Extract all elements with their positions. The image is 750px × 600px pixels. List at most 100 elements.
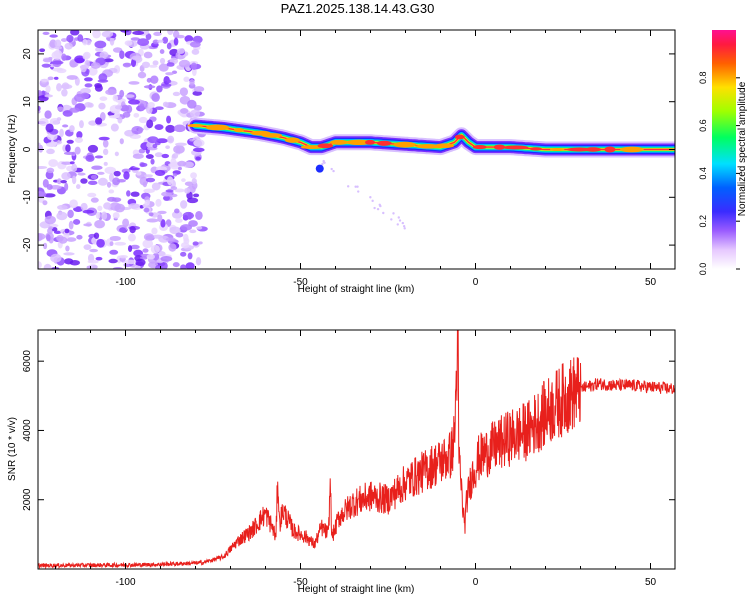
noise-blob xyxy=(136,171,142,176)
noise-blob xyxy=(46,183,53,191)
noise-blob xyxy=(109,36,115,46)
noise-blob xyxy=(126,190,131,197)
noise-blob xyxy=(82,209,95,214)
noise-blob xyxy=(195,257,202,266)
ridge-peak xyxy=(529,147,542,151)
noise-dot xyxy=(403,227,406,230)
noise-blob xyxy=(192,147,205,153)
noise-blob xyxy=(53,230,62,235)
noise-blob xyxy=(172,152,179,159)
noise-blob xyxy=(85,154,95,162)
noise-blob xyxy=(152,60,159,66)
noise-blob xyxy=(165,237,176,242)
noise-blob xyxy=(66,34,74,43)
noise-blob xyxy=(106,181,112,188)
noise-blob xyxy=(190,172,198,179)
noise-blob xyxy=(193,86,205,93)
noise-blob xyxy=(80,202,88,211)
noise-blob xyxy=(42,31,50,36)
noise-dot xyxy=(369,196,372,199)
noise-blob xyxy=(146,218,159,223)
noise-blob xyxy=(172,173,178,177)
noise-blob xyxy=(38,165,48,170)
noise-blob xyxy=(128,99,140,105)
noise-blob xyxy=(69,161,75,165)
noise-blob xyxy=(62,124,69,128)
noise-blob xyxy=(170,186,178,191)
noise-blob xyxy=(98,136,110,141)
noise-blob xyxy=(165,72,174,76)
noise-blob xyxy=(148,64,158,68)
noise-blob xyxy=(160,255,173,262)
noise-dot xyxy=(382,211,385,215)
noise-blob xyxy=(128,203,140,209)
noise-blob xyxy=(108,189,115,194)
noise-blob xyxy=(189,41,201,48)
noise-blob xyxy=(38,261,42,269)
noise-blob xyxy=(96,238,105,248)
noise-blob xyxy=(119,89,125,98)
noise-blob xyxy=(48,159,59,168)
noise-blob xyxy=(122,62,132,68)
noise-blob xyxy=(196,226,203,230)
ridge-peak xyxy=(620,146,644,153)
snr-panel: -100 -50 0 50 2000 4000 6000 Height of straigh… xyxy=(7,329,676,595)
ridge-peak xyxy=(549,147,565,152)
colorbar: 0.0 0.2 0.4 0.6 0.8 Normalized spectral ampl… xyxy=(698,30,748,275)
noise-dot xyxy=(396,223,399,226)
noise-dot xyxy=(356,185,359,188)
noise-blob xyxy=(130,37,140,41)
noise-blob xyxy=(57,204,68,210)
noise-blob xyxy=(114,105,123,110)
noise-blob xyxy=(173,37,179,46)
noise-blob xyxy=(150,158,155,165)
ridge-peak xyxy=(376,140,392,146)
noise-blob xyxy=(165,124,176,133)
noise-blob xyxy=(154,152,163,158)
noise-blob xyxy=(105,89,117,96)
noise-blob xyxy=(180,224,193,231)
noise-dot xyxy=(332,169,335,173)
noise-blob xyxy=(154,106,164,111)
noise-blob xyxy=(131,58,137,68)
noise-blob xyxy=(154,169,166,177)
x-tick-label: -50 xyxy=(293,277,308,288)
noise-blob xyxy=(51,60,64,65)
noise-blob xyxy=(111,197,122,203)
noise-blob xyxy=(80,64,87,73)
ridge-peak xyxy=(502,145,529,150)
noise-blob xyxy=(182,211,195,220)
noise-blob xyxy=(171,210,183,219)
noise-dot xyxy=(357,190,360,193)
noise-blob xyxy=(63,258,74,265)
noise-blob xyxy=(76,234,83,240)
noise-blob xyxy=(57,106,64,112)
noise-blob xyxy=(119,50,125,60)
ridge-peak xyxy=(261,133,283,138)
noise-blob xyxy=(159,49,165,55)
noise-blob xyxy=(162,195,170,201)
noise-blob xyxy=(137,71,147,79)
noise-blob xyxy=(56,234,64,242)
noise-blob xyxy=(188,220,198,227)
noise-blob xyxy=(69,60,77,68)
noise-blob xyxy=(95,47,104,53)
noise-blob xyxy=(146,141,155,149)
noise-blob xyxy=(68,220,74,230)
noise-blob xyxy=(74,146,81,155)
noise-blob xyxy=(146,119,154,129)
noise-blob xyxy=(189,229,197,234)
noise-blob xyxy=(162,101,169,108)
y-tick-label: 10 xyxy=(22,96,33,108)
noise-blob xyxy=(65,245,70,252)
noise-blob xyxy=(38,118,49,126)
noise-blob xyxy=(198,241,203,245)
noise-blob xyxy=(76,131,83,139)
noise-blob xyxy=(154,124,164,130)
snr-background xyxy=(38,330,675,569)
noise-blob xyxy=(40,78,50,82)
noise-blob xyxy=(127,233,136,242)
noise-blob xyxy=(69,199,78,209)
noise-blob xyxy=(82,39,88,46)
noise-blob xyxy=(103,161,108,166)
